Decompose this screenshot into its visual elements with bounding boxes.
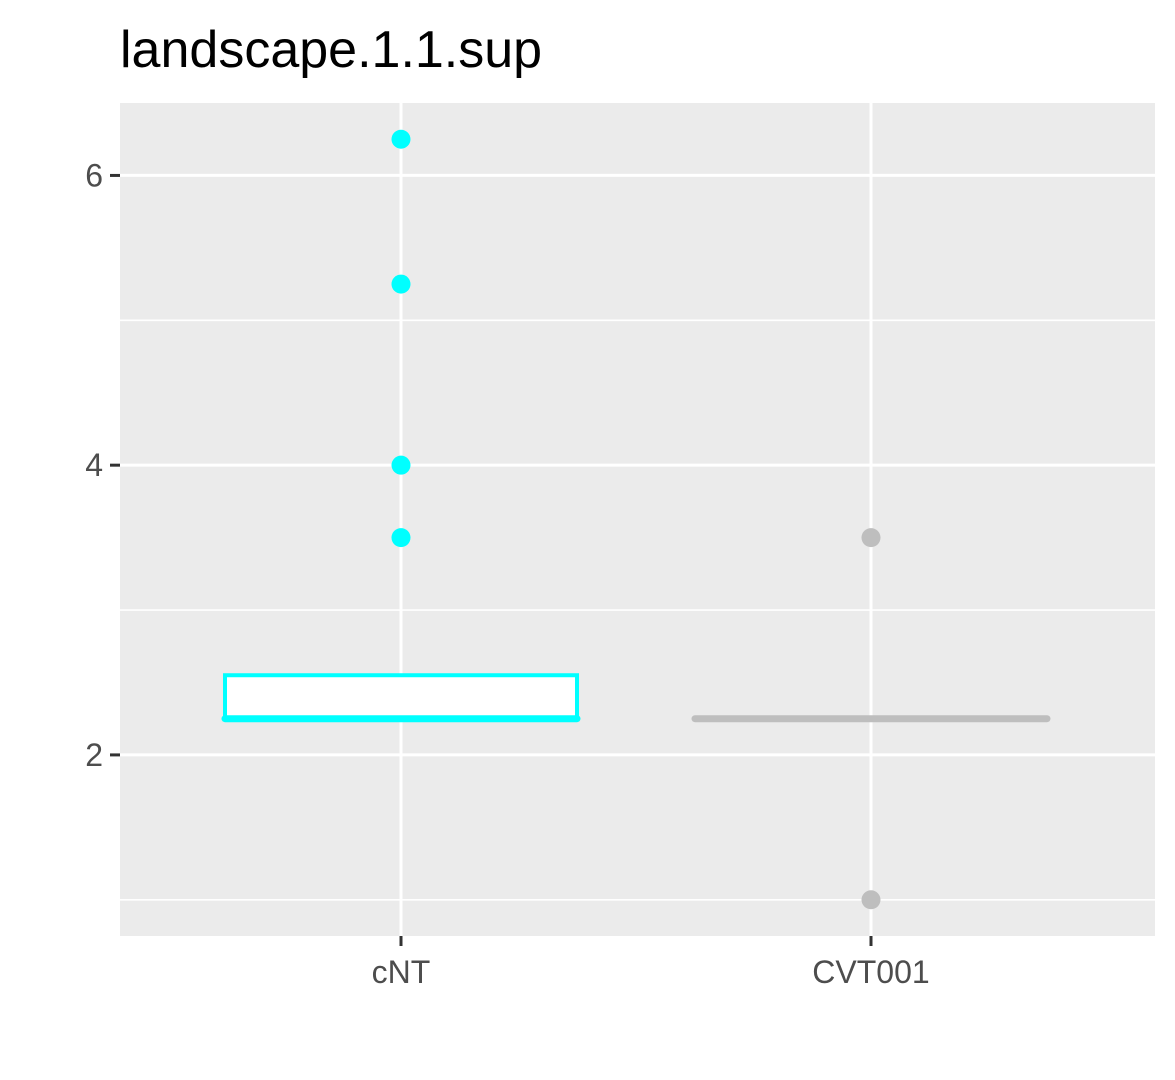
- axes: 2 4 6 cNT CVT001: [85, 157, 929, 990]
- box-layer: [221, 129, 1051, 910]
- x-tick-label: cNT: [372, 954, 431, 990]
- y-tick-label: 4: [85, 447, 103, 483]
- plot-panel: [120, 103, 1155, 936]
- box-iqr: [223, 673, 579, 721]
- chart-title: landscape.1.1.sup: [120, 21, 542, 79]
- x-tick-label: CVT001: [812, 954, 929, 990]
- box-group-cvt001: [691, 528, 1051, 910]
- box-group-cnt: [221, 129, 581, 723]
- outlier-point: [391, 528, 411, 548]
- outlier-point: [861, 890, 881, 910]
- outlier-point: [861, 528, 881, 548]
- y-tick-label: 2: [85, 737, 103, 773]
- y-tick-label: 6: [85, 157, 103, 193]
- outlier-point: [391, 455, 411, 475]
- outlier-point: [391, 129, 411, 149]
- grid-lines: [120, 103, 1155, 936]
- outlier-point: [391, 274, 411, 294]
